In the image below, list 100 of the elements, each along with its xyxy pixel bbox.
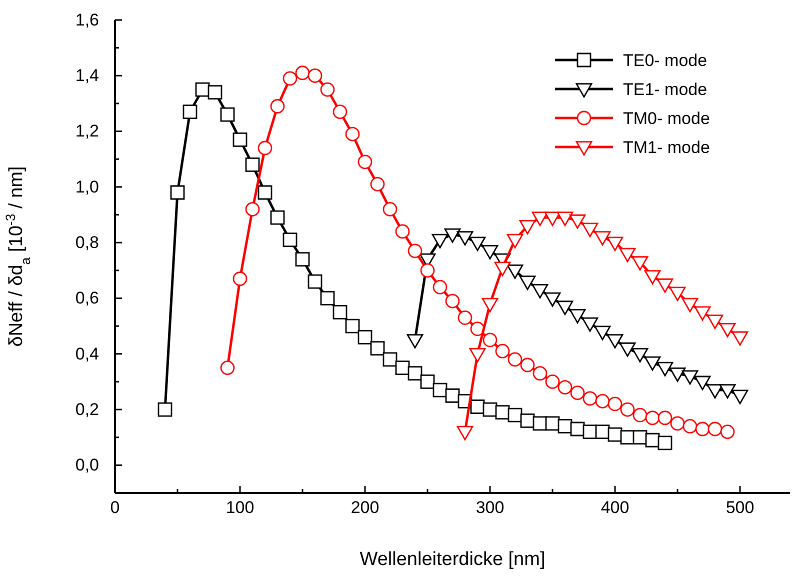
point — [545, 416, 560, 431]
point — [569, 309, 586, 324]
point — [545, 374, 560, 389]
point — [508, 408, 522, 422]
point — [506, 234, 524, 248]
point — [620, 402, 635, 417]
point — [395, 224, 410, 239]
point — [432, 234, 448, 248]
y-tick-label: 1,2 — [75, 122, 99, 141]
point — [682, 419, 698, 434]
point — [458, 310, 472, 325]
point — [695, 422, 710, 436]
point — [645, 410, 660, 426]
point — [582, 222, 598, 238]
point — [582, 317, 598, 332]
point — [720, 424, 735, 439]
point — [656, 362, 674, 376]
point — [320, 82, 335, 97]
point — [632, 430, 648, 445]
point — [408, 366, 422, 381]
point — [332, 304, 348, 320]
point — [456, 426, 474, 440]
legend-label: TM0- mode — [623, 109, 710, 128]
point — [232, 272, 248, 286]
point — [645, 432, 660, 448]
point — [220, 360, 235, 375]
point — [506, 264, 524, 279]
point — [370, 176, 385, 192]
point — [358, 330, 372, 344]
point — [232, 132, 248, 147]
point — [270, 210, 285, 225]
point — [544, 212, 561, 226]
point — [420, 263, 435, 278]
point — [508, 352, 522, 367]
point — [220, 107, 235, 122]
y-tick-label: 0,6 — [75, 288, 99, 308]
point — [444, 228, 461, 243]
y-tick-label: 0,0 — [75, 456, 99, 475]
point — [608, 427, 622, 442]
point — [606, 334, 624, 348]
point — [208, 85, 222, 100]
legend-label: TE0- mode — [623, 51, 708, 70]
point — [706, 314, 724, 329]
legend-label: TE1- mode — [623, 80, 708, 99]
point — [669, 286, 686, 302]
x-tick-label: 100 — [226, 498, 254, 518]
point — [558, 419, 572, 434]
point — [495, 344, 510, 358]
point — [682, 370, 698, 385]
point — [195, 82, 210, 97]
point — [656, 278, 674, 293]
point — [606, 236, 624, 252]
point — [658, 436, 672, 450]
point — [308, 274, 322, 289]
point — [482, 332, 498, 348]
point — [358, 154, 372, 170]
point — [295, 66, 310, 80]
point — [445, 388, 460, 403]
point — [495, 405, 510, 420]
point — [632, 348, 648, 362]
point — [282, 232, 298, 248]
point — [520, 413, 535, 428]
point — [420, 374, 435, 389]
point — [669, 367, 686, 382]
point — [295, 252, 310, 266]
point — [658, 410, 672, 426]
x-tick-label: 400 — [600, 498, 630, 518]
x-tick-label: 300 — [476, 498, 504, 518]
point — [595, 424, 610, 439]
point — [706, 384, 724, 399]
point — [694, 306, 711, 321]
point — [619, 248, 636, 262]
point — [456, 231, 474, 246]
point — [532, 212, 548, 226]
legend-label: TM1- mode — [623, 138, 710, 157]
point — [370, 341, 385, 356]
point — [469, 236, 486, 252]
point — [708, 422, 722, 436]
point — [395, 360, 410, 375]
point — [594, 326, 611, 340]
point — [345, 318, 360, 334]
x-tick-label: 0 — [110, 498, 120, 518]
point — [732, 331, 748, 346]
point — [258, 140, 272, 156]
point — [406, 334, 424, 348]
y-tick-label: 0,2 — [75, 400, 99, 419]
point — [608, 396, 622, 412]
point — [482, 245, 498, 260]
point — [644, 356, 661, 371]
point — [182, 104, 198, 120]
point — [682, 298, 698, 312]
point — [245, 157, 260, 172]
point — [332, 104, 348, 120]
point — [258, 185, 272, 200]
point — [732, 390, 748, 404]
point — [345, 126, 360, 142]
point — [469, 348, 486, 362]
point — [382, 352, 398, 367]
point — [320, 291, 335, 306]
point — [644, 270, 661, 284]
